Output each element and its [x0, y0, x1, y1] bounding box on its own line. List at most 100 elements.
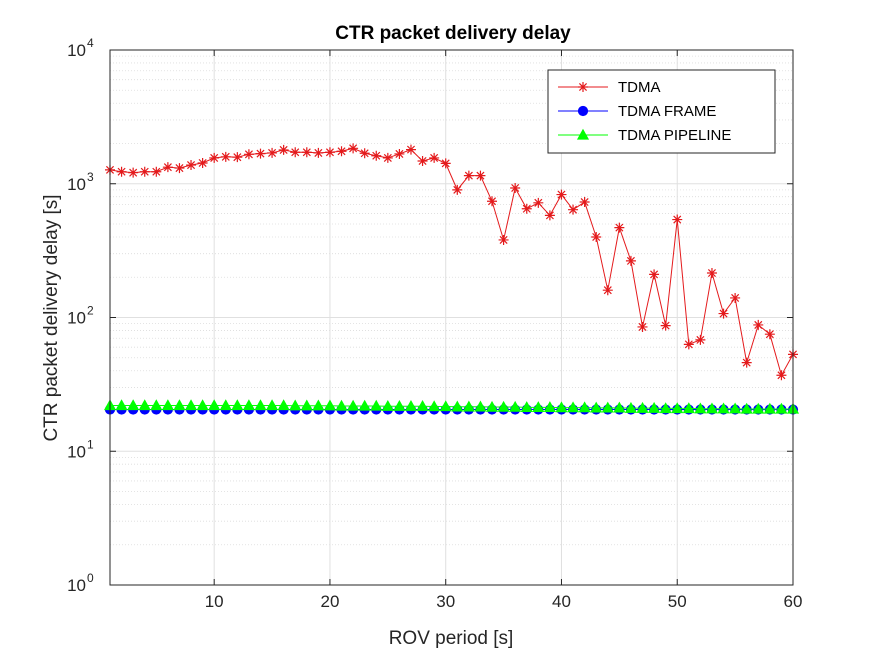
- legend-marker: [578, 82, 588, 92]
- data-point: [521, 203, 532, 214]
- data-point: [358, 399, 371, 411]
- data-point: [532, 401, 545, 412]
- data-point: [196, 399, 209, 411]
- y-axis-label: CTR packet delivery delay [s]: [41, 194, 62, 441]
- legend-marker: [577, 105, 589, 117]
- data-point: [393, 400, 406, 411]
- data-point: [578, 401, 591, 413]
- data-point: [242, 399, 255, 411]
- data-point: [139, 166, 150, 177]
- data-point: [591, 231, 602, 242]
- data-point: [416, 400, 429, 411]
- data-point: [429, 152, 440, 163]
- data-point: [579, 197, 590, 208]
- data-point: [637, 321, 648, 332]
- data-point: [404, 400, 418, 411]
- data-point: [266, 399, 279, 411]
- data-point: [463, 170, 474, 181]
- data-point: [151, 166, 162, 177]
- data-point: [359, 148, 370, 159]
- chart-title: CTR packet delivery delay: [335, 23, 571, 44]
- data-point: [243, 149, 254, 160]
- data-point: [440, 158, 451, 169]
- data-point: [601, 401, 614, 413]
- x-tick-label: 30: [436, 592, 455, 611]
- y-tick-exponent: 4: [87, 36, 94, 50]
- y-tick-exponent: 0: [87, 571, 94, 585]
- data-point: [671, 402, 684, 414]
- x-tick-label: 60: [784, 592, 803, 611]
- data-point: [590, 401, 603, 413]
- data-point: [381, 400, 394, 411]
- data-point: [544, 210, 555, 221]
- data-point: [487, 196, 498, 207]
- legend-entry: TDMA: [618, 79, 661, 96]
- data-point: [730, 292, 741, 303]
- data-point: [313, 147, 324, 158]
- x-axis-label: ROV period [s]: [389, 628, 514, 649]
- data-point: [462, 400, 475, 412]
- legend-entry: TDMA FRAME: [618, 103, 716, 120]
- data-point: [474, 400, 487, 412]
- data-point: [150, 399, 163, 411]
- data-point: [567, 401, 580, 413]
- x-tick-label: 50: [668, 592, 687, 611]
- data-point: [498, 234, 509, 245]
- data-point: [208, 399, 221, 411]
- y-tick-exponent: 2: [87, 304, 94, 318]
- legend-marker: [576, 128, 590, 140]
- data-point: [336, 146, 347, 157]
- data-point: [705, 402, 719, 414]
- data-point: [764, 329, 775, 340]
- data-point: [197, 157, 208, 168]
- data-point: [776, 370, 787, 381]
- data-point: [184, 399, 198, 411]
- data-point: [428, 400, 441, 412]
- data-point: [277, 399, 290, 411]
- data-point: [636, 401, 649, 413]
- data-point: [659, 402, 672, 414]
- series-group: [103, 143, 800, 415]
- data-point: [174, 163, 185, 174]
- data-point: [625, 255, 636, 266]
- data-point: [115, 399, 128, 411]
- data-point: [614, 222, 625, 233]
- data-point: [624, 401, 637, 413]
- data-point: [173, 399, 186, 411]
- data-point: [186, 160, 197, 171]
- data-point: [254, 399, 267, 411]
- data-point: [255, 148, 266, 159]
- data-point: [718, 308, 729, 319]
- data-point: [405, 144, 416, 155]
- data-point: [741, 357, 752, 368]
- data-point: [116, 166, 127, 177]
- data-point: [394, 148, 405, 159]
- data-point: [138, 399, 151, 411]
- data-point: [289, 399, 302, 411]
- x-tick-label: 10: [205, 592, 224, 611]
- y-tick-label: 10: [67, 442, 86, 461]
- data-point: [323, 399, 336, 411]
- data-point: [682, 402, 695, 414]
- data-point: [370, 399, 383, 411]
- data-point: [209, 152, 220, 163]
- y-tick-label: 10: [67, 175, 86, 194]
- data-point: [520, 401, 533, 412]
- data-point: [382, 152, 393, 163]
- data-point: [219, 399, 232, 411]
- data-point: [555, 401, 568, 413]
- data-point: [694, 402, 707, 414]
- y-tick-label: 10: [67, 309, 86, 328]
- data-point: [648, 401, 661, 413]
- y-tick-label: 10: [67, 576, 86, 595]
- data-point: [348, 143, 359, 154]
- data-point: [510, 182, 521, 193]
- y-tick-exponent: 3: [87, 170, 94, 184]
- data-point: [475, 170, 486, 181]
- data-point: [509, 400, 522, 412]
- data-point: [568, 204, 579, 215]
- data-point: [439, 400, 452, 412]
- data-point: [533, 197, 544, 208]
